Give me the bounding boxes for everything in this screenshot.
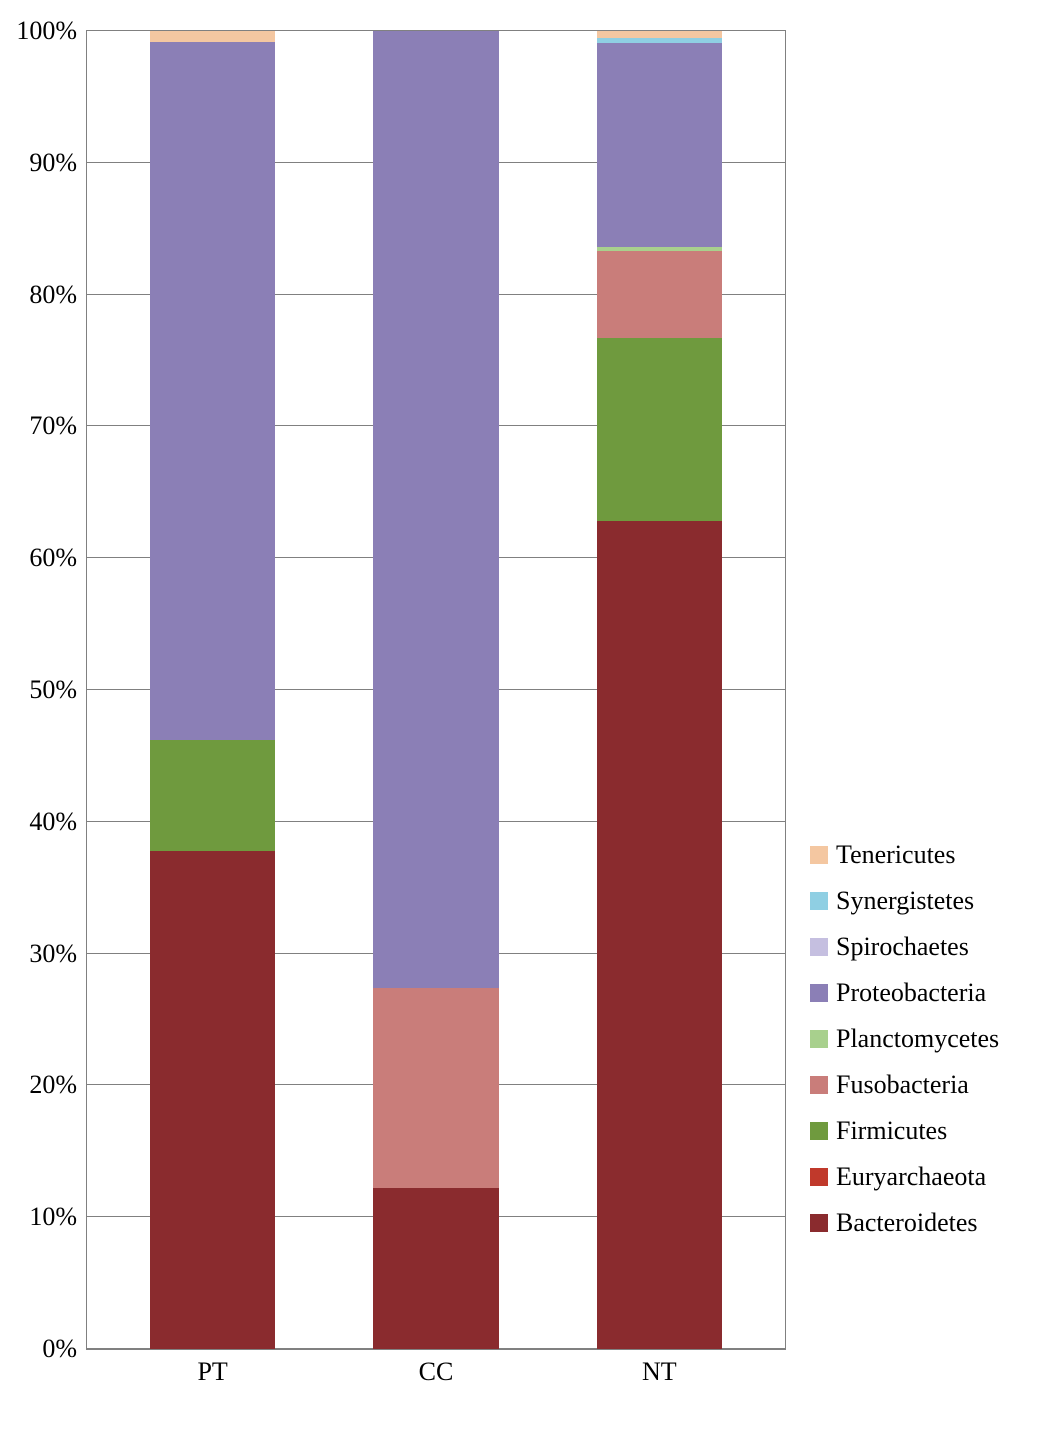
y-tick-label: 70% bbox=[29, 411, 87, 441]
bar-segment bbox=[597, 31, 723, 38]
y-tick-label: 30% bbox=[29, 939, 87, 969]
bar-segment bbox=[373, 1188, 499, 1349]
y-tick-label: 20% bbox=[29, 1070, 87, 1100]
bar-group bbox=[373, 31, 499, 1349]
legend-item: Tenericutes bbox=[810, 840, 999, 870]
legend-swatch bbox=[810, 1168, 828, 1186]
legend-label: Firmicutes bbox=[836, 1116, 947, 1146]
x-tick-label: CC bbox=[419, 1349, 454, 1387]
x-tick-label: PT bbox=[197, 1349, 227, 1387]
y-tick-label: 50% bbox=[29, 675, 87, 705]
bar-segment bbox=[597, 521, 723, 1349]
legend-swatch bbox=[810, 1030, 828, 1048]
bar-segment bbox=[150, 740, 276, 851]
legend-item: Firmicutes bbox=[810, 1116, 999, 1146]
bar-segment bbox=[150, 42, 276, 741]
plot-area: 0%10%20%30%40%50%60%70%80%90%100%PTCCNT bbox=[86, 30, 786, 1350]
bar-segment bbox=[373, 31, 499, 988]
legend: Tenericutes Synergistetes Spirochaetes Prot… bbox=[810, 840, 999, 1238]
bar-group bbox=[150, 31, 276, 1349]
legend-item: Proteobacteria bbox=[810, 978, 999, 1008]
legend-item: Synergistetes bbox=[810, 886, 999, 916]
legend-label: Euryarchaeota bbox=[836, 1162, 986, 1192]
bar-segment bbox=[150, 851, 276, 1349]
legend-label: Spirochaetes bbox=[836, 932, 969, 962]
y-tick-label: 60% bbox=[29, 543, 87, 573]
legend-item: Spirochaetes bbox=[810, 932, 999, 962]
bar-segment bbox=[597, 38, 723, 43]
bar-segment bbox=[597, 247, 723, 251]
legend-label: Fusobacteria bbox=[836, 1070, 969, 1100]
legend-swatch bbox=[810, 1214, 828, 1232]
bar-segment bbox=[597, 43, 723, 247]
legend-item: Bacteroidetes bbox=[810, 1208, 999, 1238]
legend-label: Tenericutes bbox=[836, 840, 955, 870]
legend-swatch bbox=[810, 1076, 828, 1094]
y-tick-label: 10% bbox=[29, 1202, 87, 1232]
y-tick-label: 100% bbox=[16, 16, 87, 46]
y-tick-label: 80% bbox=[29, 280, 87, 310]
legend-label: Planctomycetes bbox=[836, 1024, 999, 1054]
bar-segment bbox=[597, 251, 723, 338]
page-root: 0%10%20%30%40%50%60%70%80%90%100%PTCCNT … bbox=[0, 0, 1054, 1434]
legend-swatch bbox=[810, 892, 828, 910]
legend-label: Proteobacteria bbox=[836, 978, 986, 1008]
y-tick-label: 40% bbox=[29, 807, 87, 837]
y-tick-label: 90% bbox=[29, 148, 87, 178]
legend-swatch bbox=[810, 984, 828, 1002]
y-tick-label: 0% bbox=[42, 1334, 87, 1364]
legend-label: Synergistetes bbox=[836, 886, 974, 916]
legend-item: Planctomycetes bbox=[810, 1024, 999, 1054]
x-tick-label: NT bbox=[642, 1349, 677, 1387]
legend-label: Bacteroidetes bbox=[836, 1208, 978, 1238]
bar-segment bbox=[373, 988, 499, 1188]
bar-segment bbox=[597, 338, 723, 521]
bar-segment bbox=[150, 31, 276, 42]
legend-item: Euryarchaeota bbox=[810, 1162, 999, 1192]
legend-item: Fusobacteria bbox=[810, 1070, 999, 1100]
legend-swatch bbox=[810, 1122, 828, 1140]
bar-group bbox=[597, 31, 723, 1349]
legend-swatch bbox=[810, 938, 828, 956]
legend-swatch bbox=[810, 846, 828, 864]
